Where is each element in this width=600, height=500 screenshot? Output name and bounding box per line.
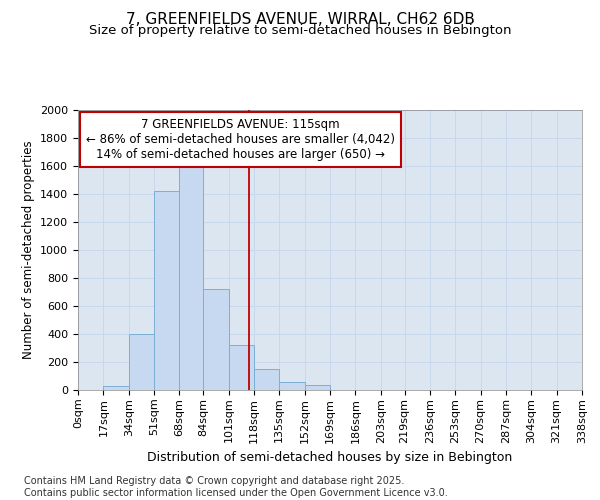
Bar: [254, 369, 280, 390]
Bar: [305, 385, 330, 390]
Bar: [103, 386, 128, 390]
Bar: [154, 191, 179, 390]
Text: 7 GREENFIELDS AVENUE: 115sqm
← 86% of semi-detached houses are smaller (4,042)
1: 7 GREENFIELDS AVENUE: 115sqm ← 86% of se…: [86, 118, 395, 162]
Bar: [179, 168, 203, 390]
Bar: [280, 382, 305, 390]
Text: 7, GREENFIELDS AVENUE, WIRRAL, CH62 6DB: 7, GREENFIELDS AVENUE, WIRRAL, CH62 6DB: [125, 12, 475, 28]
Y-axis label: Number of semi-detached properties: Number of semi-detached properties: [22, 140, 35, 360]
Bar: [229, 344, 254, 390]
X-axis label: Distribution of semi-detached houses by size in Bebington: Distribution of semi-detached houses by …: [148, 451, 512, 464]
Bar: [203, 289, 229, 390]
Text: Size of property relative to semi-detached houses in Bebington: Size of property relative to semi-detach…: [89, 24, 511, 37]
Text: Contains HM Land Registry data © Crown copyright and database right 2025.
Contai: Contains HM Land Registry data © Crown c…: [24, 476, 448, 498]
Bar: [128, 334, 154, 390]
